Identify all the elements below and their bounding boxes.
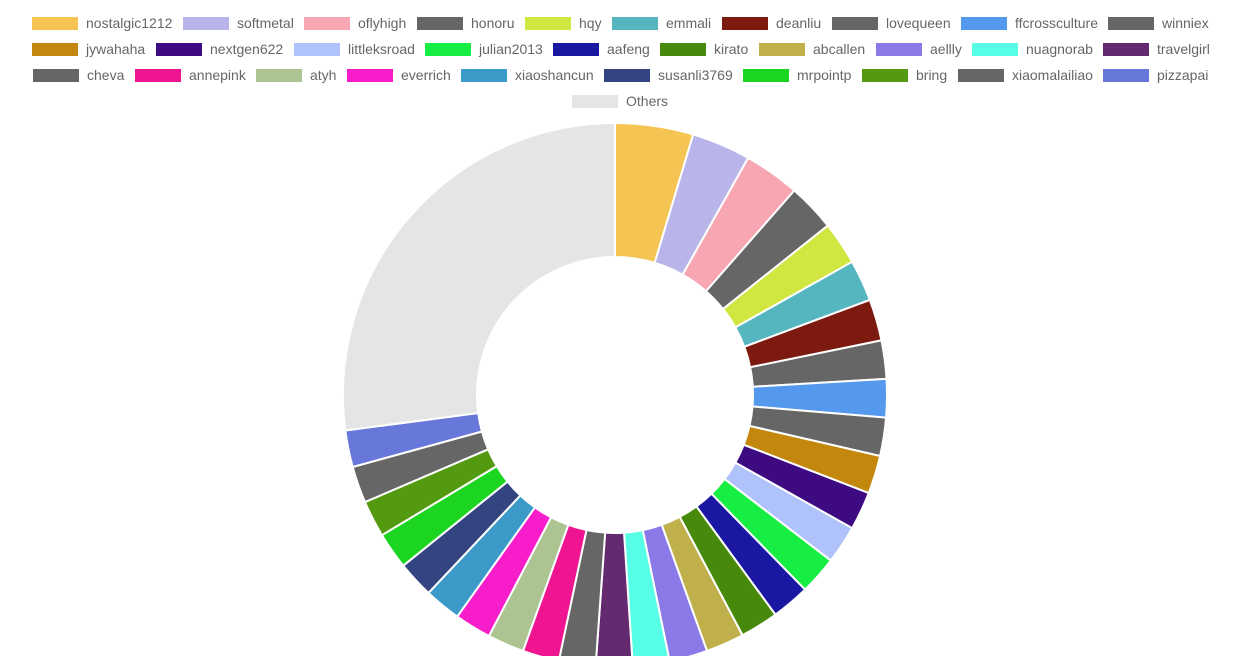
legend-item[interactable]: cheva	[33, 68, 124, 82]
legend-label: honoru	[471, 15, 515, 31]
legend-swatch	[33, 68, 79, 82]
legend-swatch	[862, 68, 908, 82]
legend-swatch	[461, 68, 507, 82]
legend-item[interactable]: aafeng	[553, 42, 650, 56]
legend-label: aafeng	[607, 41, 650, 57]
legend-item[interactable]: everrich	[347, 68, 451, 82]
legend-label: Others	[626, 93, 669, 109]
legend-item[interactable]: nostalgic1212	[32, 16, 172, 30]
legend-swatch	[256, 68, 302, 82]
legend-label: ffcrossculture	[1015, 15, 1098, 31]
legend-label: nostalgic1212	[86, 15, 173, 31]
legend-label: nextgen622	[210, 41, 284, 57]
legend-label: xiaomalailiao	[1012, 67, 1093, 83]
legend-label: jywahaha	[86, 41, 146, 57]
legend-label: abcallen	[813, 41, 866, 57]
legend-label: annepink	[189, 67, 246, 83]
legend-item[interactable]: xiaoshancun	[461, 68, 594, 82]
legend-label: lovequeen	[886, 15, 951, 31]
legend-item[interactable]: xiaomalailiao	[958, 68, 1093, 82]
legend-item[interactable]: nextgen622	[156, 42, 283, 56]
legend-label: atyh	[310, 67, 337, 83]
legend-item[interactable]: oflyhigh	[304, 16, 406, 30]
legend-item[interactable]: honoru	[417, 16, 515, 30]
legend-label: oflyhigh	[358, 15, 407, 31]
legend-swatch	[612, 16, 658, 30]
legend-item[interactable]: aellly	[876, 42, 962, 56]
legend-item[interactable]: nuagnorab	[972, 42, 1093, 56]
legend-label: everrich	[401, 67, 451, 83]
legend-label: nuagnorab	[1026, 41, 1093, 57]
legend-label: kirato	[714, 41, 749, 57]
legend-label: mrpointp	[797, 67, 852, 83]
legend-swatch	[961, 16, 1007, 30]
legend-swatch	[425, 42, 471, 56]
legend-swatch	[604, 68, 650, 82]
legend-item[interactable]: susanli3769	[604, 68, 733, 82]
legend-swatch	[832, 16, 878, 30]
legend-swatch	[156, 42, 202, 56]
legend-label: hqy	[579, 15, 602, 31]
legend-label: aellly	[930, 41, 962, 57]
legend-item[interactable]: bring	[862, 68, 947, 82]
legend-swatch	[553, 42, 599, 56]
legend-swatch	[722, 16, 768, 30]
legend-item[interactable]: julian2013	[425, 42, 543, 56]
legend-swatch	[759, 42, 805, 56]
legend-label: deanliu	[776, 15, 822, 31]
legend-item[interactable]: emmali	[612, 16, 711, 30]
legend-item[interactable]: kirato	[660, 42, 748, 56]
legend-label: emmali	[666, 15, 712, 31]
legend-label: xiaoshancun	[515, 67, 594, 83]
legend-swatch	[1103, 68, 1149, 82]
legend-item[interactable]: atyh	[256, 68, 336, 82]
legend-item[interactable]: travelgirl	[1103, 42, 1210, 56]
legend-swatch	[972, 42, 1018, 56]
legend-item[interactable]: mrpointp	[743, 68, 851, 82]
legend-item[interactable]: winniex	[1108, 16, 1209, 30]
slice-others[interactable]	[342, 121, 616, 432]
legend-item[interactable]: Others	[572, 94, 668, 108]
legend-label: bring	[916, 67, 948, 83]
legend-swatch	[958, 68, 1004, 82]
legend-label: softmetal	[237, 15, 294, 31]
legend-swatch	[660, 42, 706, 56]
legend-label: susanli3769	[658, 67, 733, 83]
legend-item[interactable]: lovequeen	[832, 16, 951, 30]
legend-swatch	[347, 68, 393, 82]
legend-item[interactable]: littleksroad	[294, 42, 415, 56]
legend-item[interactable]: jywahaha	[32, 42, 145, 56]
legend-swatch	[135, 68, 181, 82]
legend-item[interactable]: pizzapai	[1103, 68, 1208, 82]
legend-label: travelgirl	[1157, 41, 1210, 57]
chart-legend: nostalgic1212 softmetal oflyhigh honoru hqy e…	[0, 0, 1241, 115]
legend-swatch	[294, 42, 340, 56]
legend-label: winniex	[1162, 15, 1209, 31]
legend-item[interactable]: annepink	[135, 68, 246, 82]
legend-item[interactable]: abcallen	[759, 42, 865, 56]
legend-item[interactable]: ffcrossculture	[961, 16, 1098, 30]
legend-label: pizzapai	[1157, 67, 1209, 83]
legend-label: cheva	[87, 67, 125, 83]
legend-swatch	[417, 16, 463, 30]
legend-swatch	[743, 68, 789, 82]
legend-label: julian2013	[479, 41, 543, 57]
legend-swatch	[183, 16, 229, 30]
legend-swatch	[32, 16, 78, 30]
legend-swatch	[572, 94, 618, 108]
legend-swatch	[876, 42, 922, 56]
legend-swatch	[525, 16, 571, 30]
legend-swatch	[1108, 16, 1154, 30]
legend-item[interactable]: softmetal	[183, 16, 294, 30]
legend-item[interactable]: hqy	[525, 16, 602, 30]
legend-swatch	[304, 16, 350, 30]
legend-swatch	[1103, 42, 1149, 56]
legend-label: littleksroad	[348, 41, 415, 57]
legend-item[interactable]: deanliu	[722, 16, 821, 30]
legend-swatch	[32, 42, 78, 56]
